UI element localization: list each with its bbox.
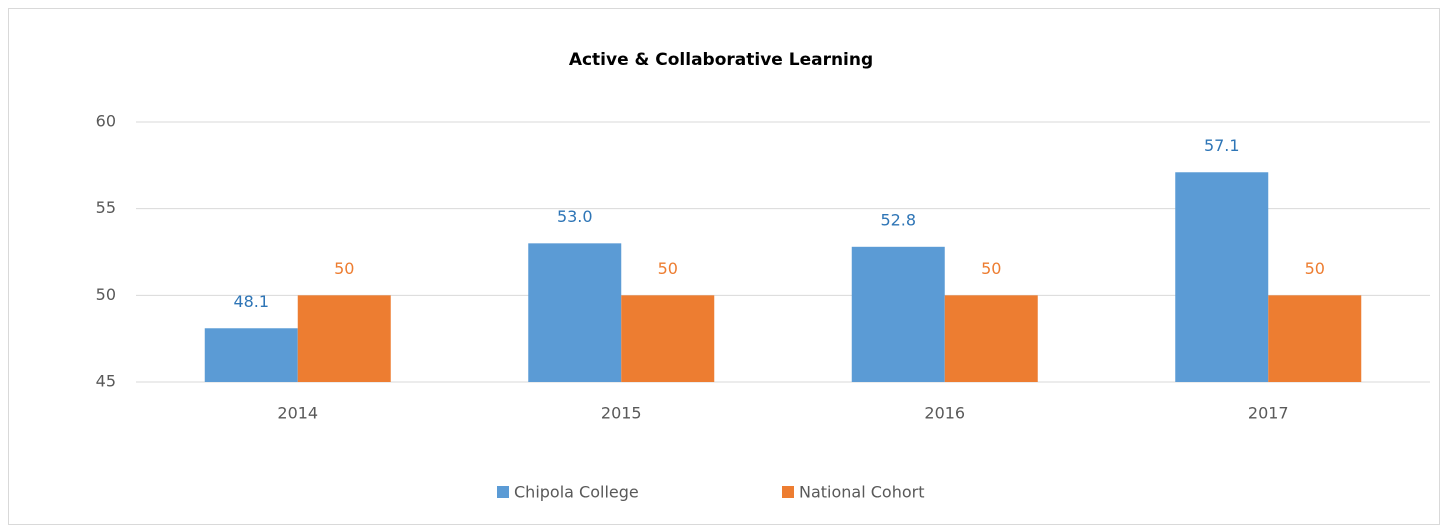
- bar: [621, 295, 715, 382]
- bar: [944, 295, 1038, 382]
- value-label: 57.1: [1204, 136, 1240, 155]
- value-label: 48.1: [233, 292, 269, 311]
- value-label: 50: [334, 259, 354, 278]
- bar: [1175, 172, 1269, 382]
- x-tick-label: 2015: [601, 404, 642, 423]
- bar: [204, 328, 298, 382]
- y-tick-label: 50: [96, 285, 116, 304]
- bar: [851, 246, 945, 382]
- value-label: 50: [658, 259, 678, 278]
- value-label: 50: [1305, 259, 1325, 278]
- bar: [297, 295, 391, 382]
- x-tick-label: 2014: [277, 404, 318, 423]
- chart-title: Active & Collaborative Learning: [569, 50, 873, 70]
- value-label: 52.8: [880, 210, 916, 229]
- legend-swatch: [782, 486, 794, 498]
- y-tick-label: 60: [96, 112, 116, 131]
- x-tick-label: 2016: [924, 404, 965, 423]
- bar: [528, 243, 622, 382]
- legend-swatch: [497, 486, 509, 498]
- value-label: 53.0: [557, 207, 593, 226]
- legend-label: National Cohort: [799, 483, 925, 502]
- legend-label: Chipola College: [514, 483, 639, 502]
- x-tick-label: 2017: [1248, 404, 1289, 423]
- bar: [1268, 295, 1362, 382]
- y-tick-label: 45: [96, 372, 116, 391]
- value-label: 50: [981, 259, 1001, 278]
- y-tick-label: 55: [96, 198, 116, 217]
